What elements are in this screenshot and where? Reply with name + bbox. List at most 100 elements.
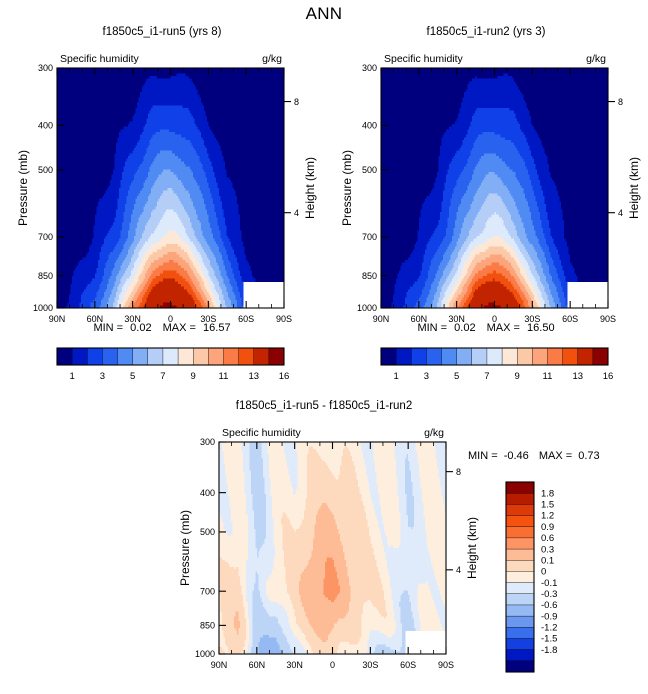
min-value: 0.02 xyxy=(130,322,151,334)
colorbar-cell[interactable] xyxy=(471,347,488,366)
colorbar-tick-label: 1.5 xyxy=(541,500,554,511)
min-value: 0.02 xyxy=(454,322,475,334)
colorbar-cell[interactable] xyxy=(268,347,285,366)
colorbar-cell[interactable] xyxy=(592,347,609,366)
colorbar-cell[interactable] xyxy=(577,347,594,366)
colorbar-cell[interactable] xyxy=(238,347,255,366)
colorbar-cell[interactable] xyxy=(505,582,535,595)
pressure-tick-label: 400 xyxy=(362,121,377,131)
colorbar-cell[interactable] xyxy=(147,347,164,366)
colorbar-cell[interactable] xyxy=(505,660,535,673)
lat-tick-label: 90S xyxy=(438,660,454,670)
variable-label: Specific humidity xyxy=(384,53,464,65)
pressure-tick-label: 850 xyxy=(200,621,215,631)
colorbar-cell[interactable] xyxy=(505,615,535,628)
colorbar-cell[interactable] xyxy=(441,347,458,366)
colorbar-main-left[interactable]: 1 3 5 7 9 11 13 16 xyxy=(0,342,324,392)
colorbar-tick-label: 11 xyxy=(543,371,553,382)
pressure-tick-label: 500 xyxy=(362,165,377,175)
colorbar-cell[interactable] xyxy=(177,347,194,366)
y-axis-label: Pressure (mb) xyxy=(16,150,30,226)
colorbar-cell[interactable] xyxy=(505,537,535,550)
colorbar-cell[interactable] xyxy=(505,638,535,651)
height-tick-label: 8 xyxy=(618,97,623,107)
colorbar-tick-label: 0 xyxy=(541,567,546,578)
colorbar-cell[interactable] xyxy=(505,492,535,505)
colorbar-tick-label: 9 xyxy=(191,371,196,382)
lat-tick-label: 60N xyxy=(411,314,428,324)
colorbar-cell[interactable] xyxy=(505,548,535,561)
colorbar-cell[interactable] xyxy=(505,627,535,639)
colorbar-cell[interactable] xyxy=(208,347,224,366)
height-tick-label: 8 xyxy=(456,467,461,477)
max-value: 0.73 xyxy=(578,450,599,462)
panel-difference: f1850c5_i1-run5 - f1850c5_i1-run2 Specif… xyxy=(162,400,486,690)
colorbar-cell[interactable] xyxy=(132,347,149,366)
pressure-tick-label: 700 xyxy=(200,586,215,596)
colorbar-cell[interactable] xyxy=(395,347,412,366)
colorbar-cell[interactable] xyxy=(547,347,564,366)
y2-axis-label: Height (km) xyxy=(303,157,317,219)
colorbar-cell[interactable] xyxy=(380,347,397,366)
page-title: ANN xyxy=(0,4,648,24)
lat-tick-label: 30N xyxy=(286,660,303,670)
contour-field xyxy=(57,68,285,309)
units-label: g/kg xyxy=(586,53,606,65)
colorbar-cell[interactable] xyxy=(505,481,535,494)
lat-tick-label: 90S xyxy=(276,314,292,324)
colorbar-cell[interactable] xyxy=(411,347,427,366)
colorbar-cell[interactable] xyxy=(505,649,535,662)
max-label: MAX = xyxy=(539,450,572,462)
colorbar-cell[interactable] xyxy=(162,347,179,366)
lat-tick-label: 30N xyxy=(448,314,465,324)
colorbar-tick-label: -0.6 xyxy=(541,600,557,611)
colorbar-tick-label: -0.1 xyxy=(541,578,557,589)
colorbar-difference[interactable]: 1.81.51.20.90.60.30.10-0.1-0.3-0.6-0.9-1… xyxy=(500,478,610,678)
min-label: MIN = xyxy=(417,322,447,334)
lat-tick-label: 30S xyxy=(362,660,378,670)
lat-tick-label: 30S xyxy=(524,314,540,324)
colorbar-cell[interactable] xyxy=(505,593,535,606)
colorbar-cell[interactable] xyxy=(456,347,473,366)
colorbar-cell[interactable] xyxy=(426,347,443,366)
colorbar-cell[interactable] xyxy=(192,347,209,366)
panel-difference-plot[interactable]: Specific humidity g/kg 300 400 500 700 850 1000… xyxy=(162,412,486,684)
colorbar-main-right[interactable]: 1 3 5 7 9 11 13 16 xyxy=(324,342,648,392)
pressure-tick-label: 400 xyxy=(38,121,53,131)
colorbar-cell[interactable] xyxy=(562,347,579,366)
colorbar-cell[interactable] xyxy=(505,526,535,539)
colorbar-cell[interactable] xyxy=(117,347,134,366)
colorbar-cell[interactable] xyxy=(486,347,503,366)
colorbar-cell[interactable] xyxy=(223,347,240,366)
colorbar-tick-label: 5 xyxy=(130,371,135,382)
colorbar-cell[interactable] xyxy=(505,515,535,528)
colorbar-cell[interactable] xyxy=(532,347,548,366)
colorbar-tick-label: 0.3 xyxy=(541,544,554,555)
colorbar-cell[interactable] xyxy=(505,571,535,584)
colorbar-cell[interactable] xyxy=(501,347,518,366)
height-tick-label: 4 xyxy=(618,208,623,218)
colorbar-cell[interactable] xyxy=(71,347,88,366)
panel-top-left-plot[interactable]: Specific humidity g/kg 300 400 500 700 850 1000… xyxy=(0,38,324,338)
lat-tick-label: 90N xyxy=(373,314,390,324)
colorbar-cell[interactable] xyxy=(102,347,119,366)
pressure-tick-label: 850 xyxy=(38,271,53,281)
colorbar-cell[interactable] xyxy=(516,347,533,366)
colorbar-cell[interactable] xyxy=(56,347,73,366)
height-tick-label: 4 xyxy=(294,208,299,218)
colorbar-cell[interactable] xyxy=(505,560,535,572)
pressure-tick-label: 1000 xyxy=(357,303,377,313)
colorbar-cell[interactable] xyxy=(87,347,103,366)
panel-top-left: f1850c5_i1-run5 (yrs 8) Specific humidit… xyxy=(0,26,324,346)
colorbar-cell[interactable] xyxy=(505,504,535,517)
colorbar-tick-label: 13 xyxy=(248,371,259,382)
colorbar-tick-label: 1.2 xyxy=(541,511,554,522)
panel-top-right-plot[interactable]: Specific humidity g/kg 300 400 500 700 850 1000… xyxy=(324,38,648,338)
max-label: MAX = xyxy=(487,322,520,334)
colorbar-cell[interactable] xyxy=(253,347,270,366)
colorbar-tick-label: 11 xyxy=(219,371,229,382)
colorbar-cell[interactable] xyxy=(505,604,535,617)
units-label: g/kg xyxy=(424,427,444,439)
lat-tick-label: 60N xyxy=(87,314,104,324)
lat-tick-label: 30N xyxy=(124,314,141,324)
